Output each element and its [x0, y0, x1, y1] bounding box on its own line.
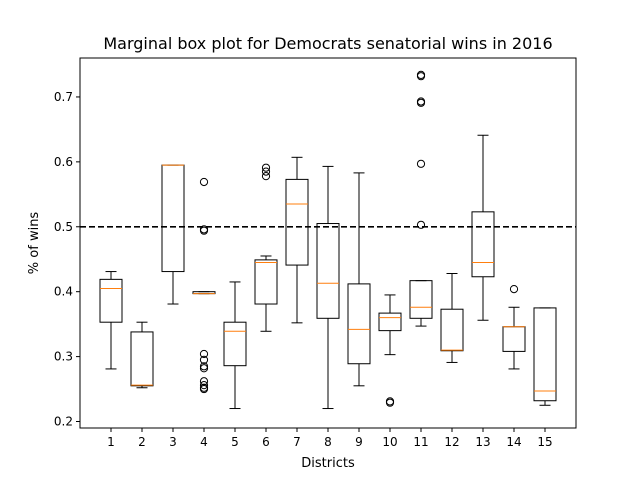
box-district-4: [192, 177, 216, 394]
x-tick-label: 13: [475, 435, 490, 449]
outlier-point: [199, 349, 209, 359]
outlier-point: [416, 72, 426, 81]
iqr-box: [99, 278, 123, 323]
iqr-box: [254, 259, 278, 305]
iqr-box: [378, 312, 402, 332]
box-district-10: [378, 294, 402, 407]
y-tick-label: 0.7: [54, 90, 73, 104]
box-district-2: [130, 321, 154, 389]
x-tick-label: 7: [293, 435, 301, 449]
outlier-point: [199, 364, 209, 373]
iqr-box: [223, 321, 247, 367]
outlier-point: [261, 172, 271, 181]
box-district-12: [440, 273, 464, 363]
box-district-1: [99, 271, 123, 370]
x-tick-label: 9: [355, 435, 363, 449]
x-tick-label: 1: [107, 435, 115, 449]
y-axis-label: % of wins: [27, 212, 42, 275]
outlier-point: [199, 226, 209, 235]
outlier-point: [261, 163, 271, 172]
box-district-5: [223, 281, 247, 410]
box-district-9: [347, 172, 371, 387]
iqr-box: [409, 280, 433, 319]
iqr-box: [440, 308, 464, 352]
box-district-15: [533, 307, 557, 406]
iqr-box: [130, 331, 154, 387]
box-district-7: [285, 156, 309, 324]
chart-title: Marginal box plot for Democrats senatori…: [103, 34, 552, 53]
y-tick-label: 0.5: [54, 220, 73, 234]
x-tick-label: 8: [324, 435, 332, 449]
x-tick-label: 10: [382, 435, 397, 449]
iqr-box: [347, 283, 371, 365]
outlier-point: [199, 377, 209, 386]
outlier-point: [509, 284, 519, 294]
outlier-point: [261, 167, 271, 176]
x-tick-label: 4: [200, 435, 208, 449]
x-tick-label: 15: [537, 435, 552, 449]
plot-area: [80, 70, 576, 410]
outlier-point: [416, 159, 426, 168]
box-district-3: [161, 164, 185, 305]
outlier-point: [385, 398, 395, 407]
x-tick-label: 11: [413, 435, 428, 449]
x-tick-label: 3: [169, 435, 177, 449]
y-tick-label: 0.4: [54, 285, 73, 299]
x-tick-label: 6: [262, 435, 270, 449]
outlier-point: [416, 98, 426, 107]
x-tick-label: 14: [506, 435, 521, 449]
outlier-point: [199, 384, 209, 394]
x-tick-label: 5: [231, 435, 239, 449]
box-district-14: [502, 284, 526, 370]
x-tick-label: 12: [444, 435, 459, 449]
plot-frame: [79, 57, 577, 429]
y-tick-label: 0.6: [54, 155, 73, 169]
y-tick-label: 0.3: [54, 350, 73, 364]
iqr-box: [471, 211, 495, 278]
box-district-8: [316, 165, 340, 410]
iqr-box: [285, 178, 309, 266]
box-district-6: [254, 163, 278, 332]
outlier-point: [416, 220, 426, 229]
x-axis-label: Districts: [301, 456, 355, 471]
box-district-13: [471, 134, 495, 321]
outlier-point: [199, 355, 209, 364]
iqr-box: [316, 223, 340, 319]
iqr-box: [533, 307, 557, 402]
box-district-11: [409, 70, 433, 327]
outlier-point: [199, 177, 209, 187]
y-tick-label: 0.2: [54, 415, 73, 429]
outlier-point: [199, 381, 209, 390]
x-tick-label: 2: [138, 435, 146, 449]
axis-ticks: 1 2 3 4 5 6 7 8 9 10 11 12 13 14 150.20.30.40.50.60.7: [54, 90, 553, 449]
